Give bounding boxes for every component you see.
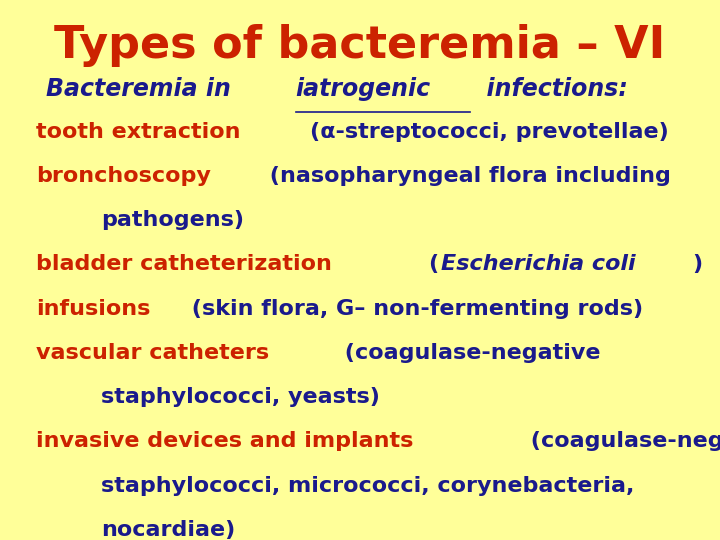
Text: (coagulase-negative: (coagulase-negative bbox=[337, 343, 600, 363]
Text: nocardiae): nocardiae) bbox=[101, 520, 235, 540]
Text: iatrogenic: iatrogenic bbox=[296, 77, 431, 100]
Text: tooth extraction: tooth extraction bbox=[36, 122, 248, 141]
Text: infusions: infusions bbox=[36, 299, 150, 319]
Text: bronchoscopy: bronchoscopy bbox=[36, 166, 211, 186]
Text: Types of bacteremia – VI: Types of bacteremia – VI bbox=[55, 24, 665, 68]
Text: ): ) bbox=[692, 254, 702, 274]
Text: invasive devices and implants: invasive devices and implants bbox=[36, 431, 413, 451]
Text: Escherichia coli: Escherichia coli bbox=[441, 254, 636, 274]
Text: (nasopharyngeal flora including: (nasopharyngeal flora including bbox=[261, 166, 670, 186]
Text: staphylococci, yeasts): staphylococci, yeasts) bbox=[101, 387, 379, 407]
Text: staphylococci, micrococci, corynebacteria,: staphylococci, micrococci, corynebacteri… bbox=[101, 476, 634, 496]
Text: infections:: infections: bbox=[470, 77, 628, 100]
Text: pathogens): pathogens) bbox=[101, 210, 244, 230]
Text: vascular catheters: vascular catheters bbox=[36, 343, 269, 363]
Text: Bacteremia in: Bacteremia in bbox=[46, 77, 240, 100]
Text: (skin flora, G– non-fermenting rods): (skin flora, G– non-fermenting rods) bbox=[184, 299, 643, 319]
Text: (: ( bbox=[428, 254, 438, 274]
Text: bladder catheterization: bladder catheterization bbox=[36, 254, 340, 274]
Text: (coagulase-negative: (coagulase-negative bbox=[523, 431, 720, 451]
Text: (α-streptococci, prevotellae): (α-streptococci, prevotellae) bbox=[310, 122, 669, 141]
